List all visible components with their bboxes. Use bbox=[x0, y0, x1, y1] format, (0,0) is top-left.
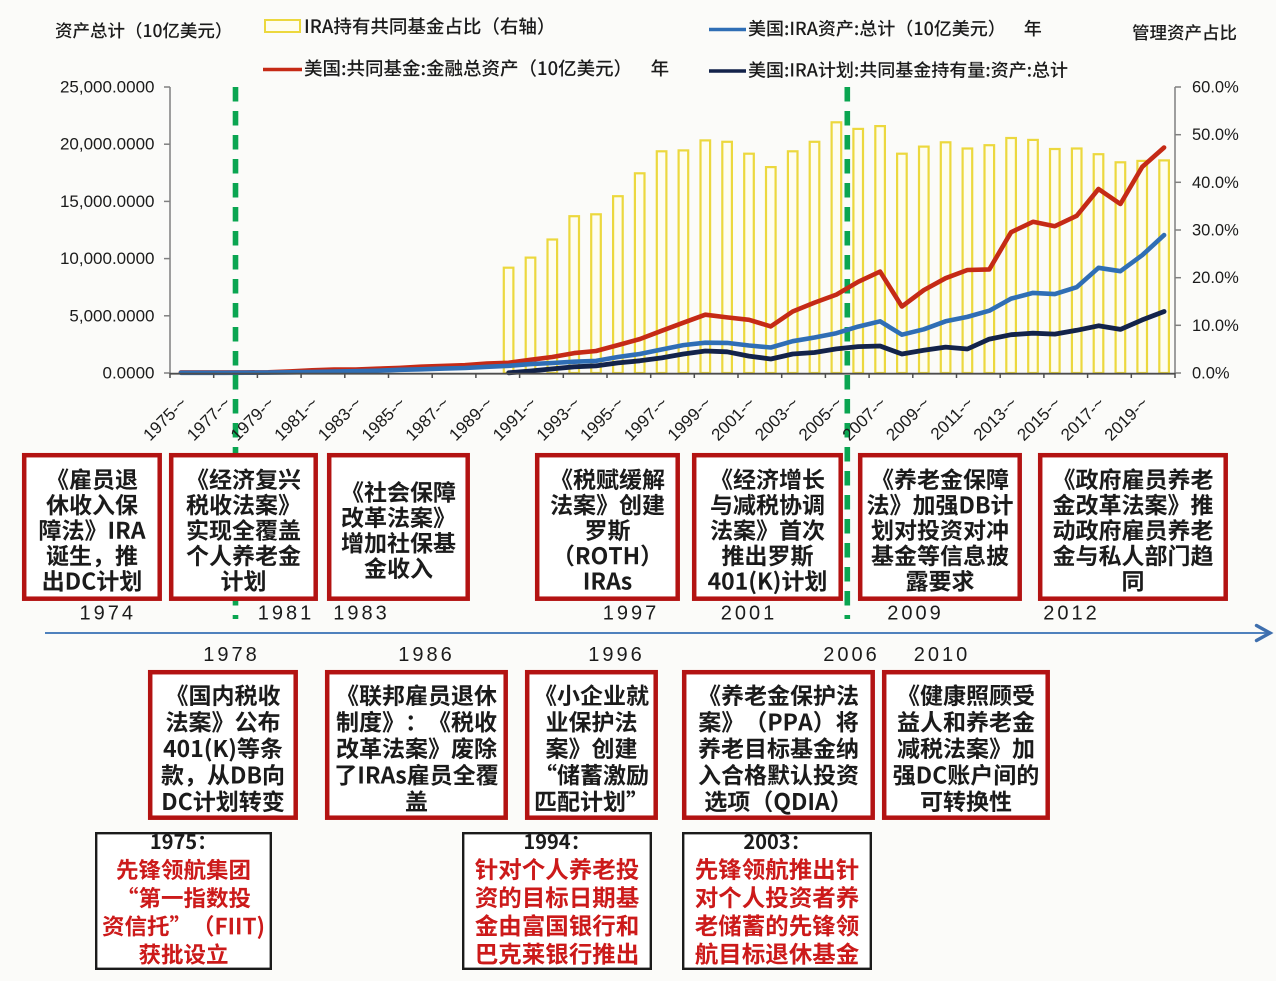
svg-text:1978: 1978 bbox=[203, 644, 260, 666]
svg-text:2001: 2001 bbox=[721, 603, 778, 625]
svg-text:20.0%: 20.0% bbox=[1192, 269, 1239, 287]
svg-text:1997: 1997 bbox=[603, 603, 660, 625]
svg-text:10,000.0000: 10,000.0000 bbox=[60, 249, 155, 268]
svg-text:20,000.0000: 20,000.0000 bbox=[60, 135, 155, 154]
svg-text:1981: 1981 bbox=[258, 603, 315, 625]
svg-text:50.0%: 50.0% bbox=[1192, 126, 1239, 144]
svg-text:25,000.0000: 25,000.0000 bbox=[60, 78, 155, 97]
svg-text:2009: 2009 bbox=[887, 603, 944, 625]
svg-text:2006: 2006 bbox=[823, 644, 880, 666]
svg-text:2010: 2010 bbox=[914, 644, 971, 666]
svg-text:40.0%: 40.0% bbox=[1192, 174, 1239, 192]
svg-text:30.0%: 30.0% bbox=[1192, 222, 1239, 240]
svg-text:15,000.0000: 15,000.0000 bbox=[60, 192, 155, 211]
svg-text:1986: 1986 bbox=[398, 644, 455, 666]
svg-text:1983: 1983 bbox=[333, 603, 390, 625]
svg-text:1974: 1974 bbox=[80, 603, 137, 625]
svg-text:2012: 2012 bbox=[1043, 603, 1100, 625]
svg-text:0.0%: 0.0% bbox=[1192, 365, 1230, 383]
svg-text:10.0%: 10.0% bbox=[1192, 317, 1239, 335]
svg-text:60.0%: 60.0% bbox=[1192, 79, 1239, 97]
svg-text:1996: 1996 bbox=[588, 644, 645, 666]
svg-text:5,000.0000: 5,000.0000 bbox=[69, 306, 154, 325]
svg-text:0.0000: 0.0000 bbox=[103, 364, 155, 383]
